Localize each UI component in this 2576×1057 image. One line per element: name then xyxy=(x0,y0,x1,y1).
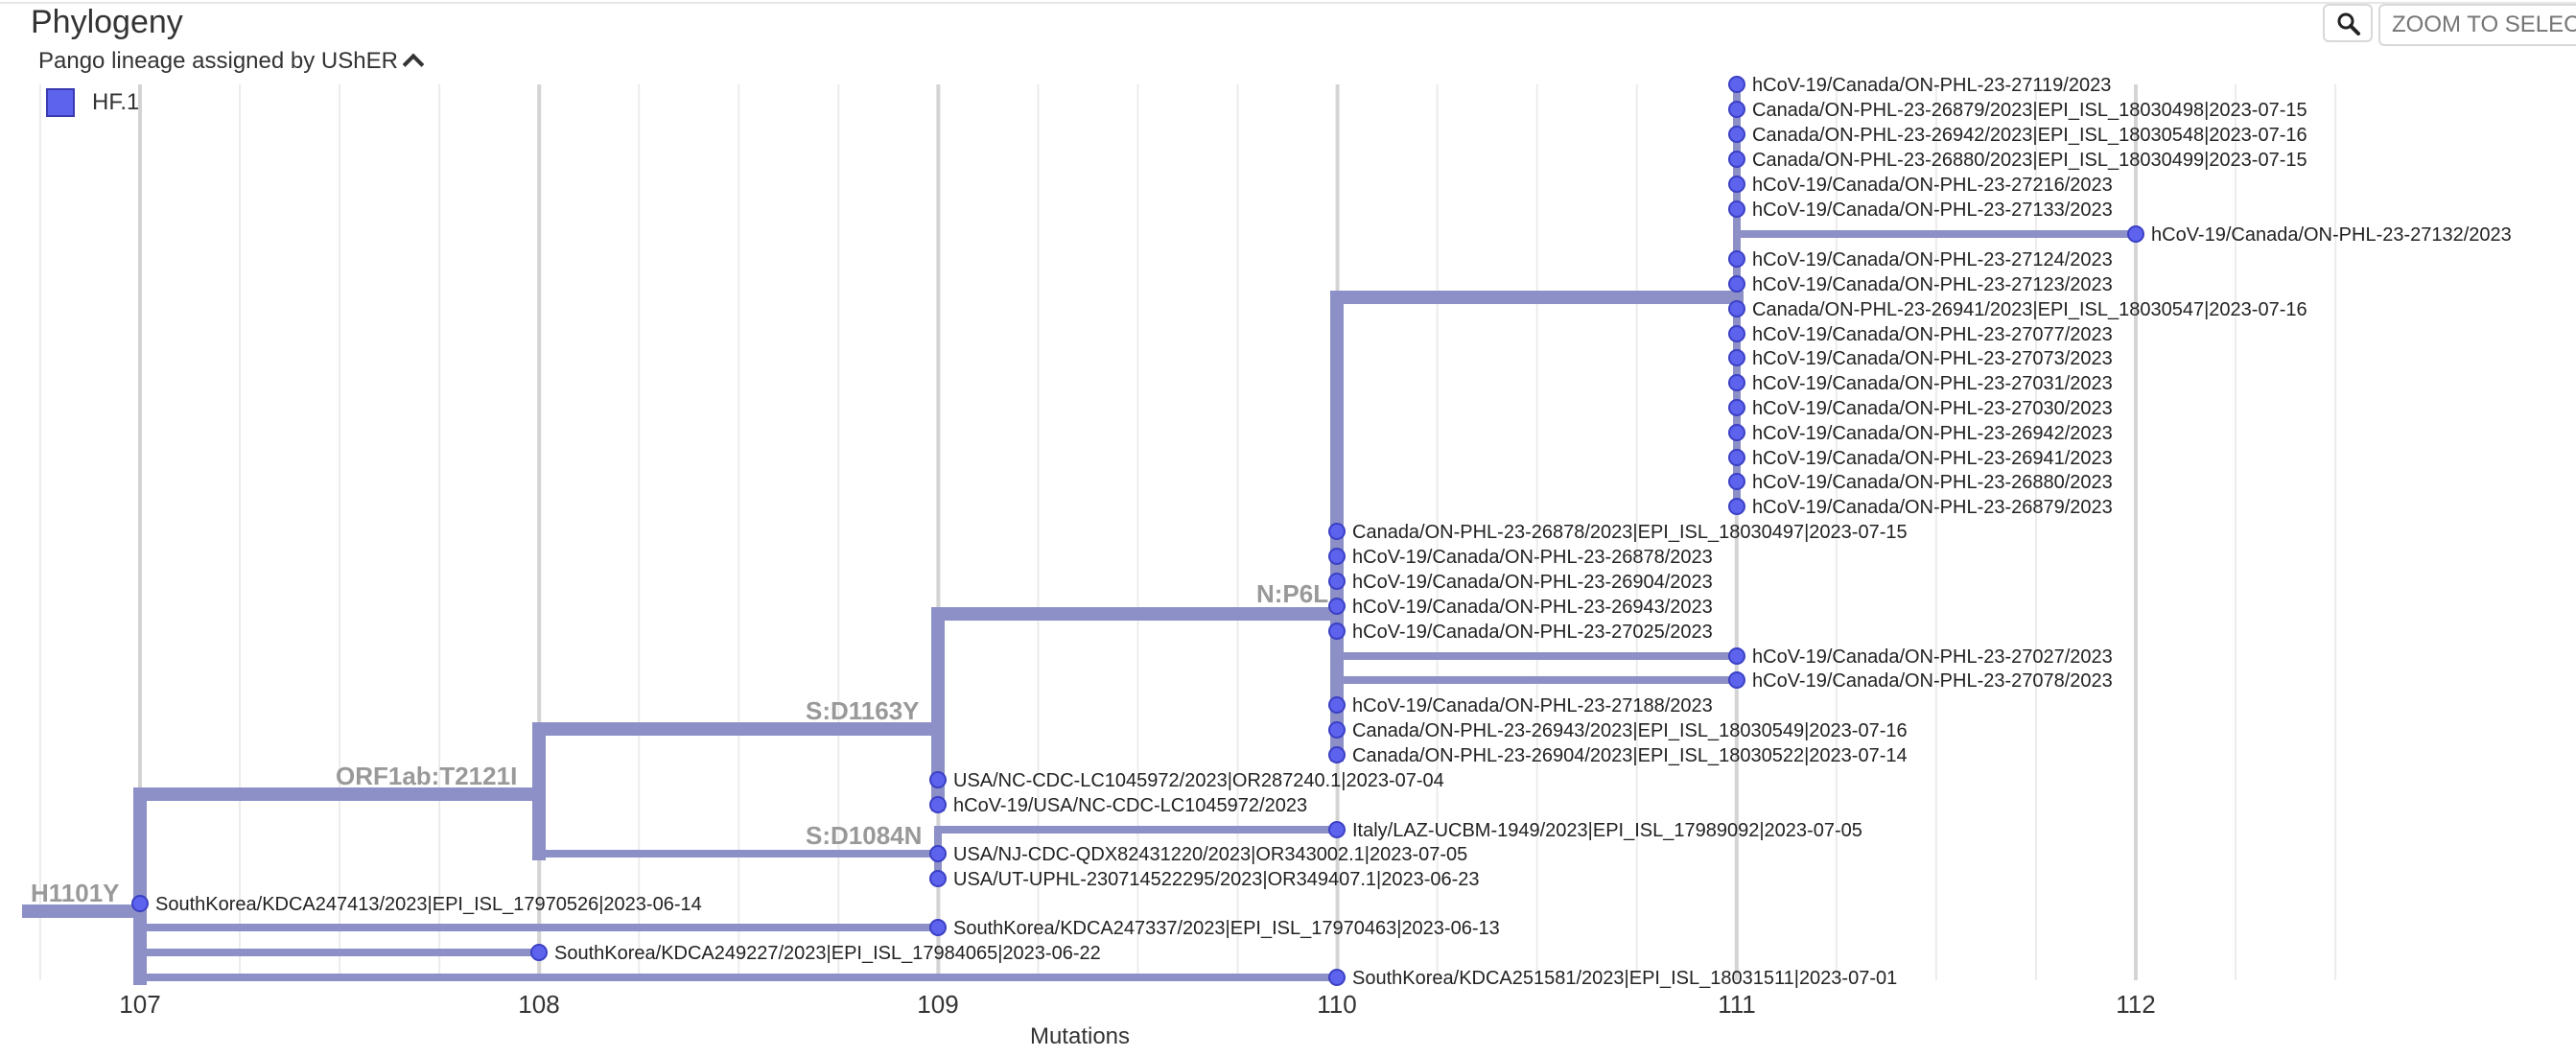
tip-node xyxy=(1728,374,1745,391)
tip-node xyxy=(1328,598,1346,615)
tip-label: SouthKorea/KDCA251581/2023|EPI_ISL_18031… xyxy=(1352,968,1897,989)
tip-label: hCoV-19/Canada/ON-PHL-23-26943/2023 xyxy=(1352,597,1713,618)
tip-node xyxy=(1328,523,1346,540)
legend-label-hf1: HF.1 xyxy=(92,89,140,115)
tip-label: hCoV-19/Canada/ON-PHL-23-26941/2023 xyxy=(1752,448,2113,469)
tip-node xyxy=(1328,622,1346,640)
tip-label: hCoV-19/Canada/ON-PHL-23-27030/2023 xyxy=(1752,398,2113,419)
magnifier-icon xyxy=(2337,12,2360,35)
mutation-label: ORF1ab:T2121I xyxy=(336,762,517,790)
tip-label: hCoV-19/Canada/ON-PHL-23-27073/2023 xyxy=(1752,348,2113,369)
axis-tick-label: 108 xyxy=(518,990,559,1019)
tip-label: Canada/ON-PHL-23-26943/2023|EPI_ISL_1803… xyxy=(1352,720,1908,741)
tip-node xyxy=(2127,225,2144,243)
axis-title: Mutations xyxy=(1030,1023,1130,1049)
tip-node xyxy=(1728,101,1745,118)
tree-nodes: hCoV-19/Canada/ON-PHL-23-27119/2023 Canad… xyxy=(131,75,2512,989)
tip-node xyxy=(1728,76,1745,93)
axis-tick-label: 111 xyxy=(1718,990,1756,1019)
axis-tick-label: 112 xyxy=(2116,990,2155,1019)
tip-label: Italy/LAZ-UCBM-1949/2023|EPI_ISL_1798909… xyxy=(1352,820,1862,841)
tip-node xyxy=(1328,548,1346,565)
tip-label: USA/NJ-CDC-QDX82431220/2023|OR343002.1|2… xyxy=(953,844,1467,865)
tip-node xyxy=(1328,696,1346,714)
tip-label: hCoV-19/Canada/ON-PHL-23-27124/2023 xyxy=(1752,249,2113,270)
tip-node xyxy=(1728,399,1745,416)
tip-label: hCoV-19/Canada/ON-PHL-23-27077/2023 xyxy=(1752,324,2113,345)
tip-node xyxy=(1728,424,1745,441)
tip-label: USA/NC-CDC-LC1045972/2023|OR287240.1|202… xyxy=(953,770,1444,791)
tip-node xyxy=(1728,325,1745,342)
tip-label: hCoV-19/Canada/ON-PHL-23-27119/2023 xyxy=(1752,75,2111,96)
tip-label: SouthKorea/KDCA247337/2023|EPI_ISL_17970… xyxy=(953,918,1500,939)
tip-node xyxy=(131,895,149,912)
tip-label: USA/UT-UPHL-230714522295/2023|OR349407.1… xyxy=(953,869,1480,890)
tip-label: hCoV-19/Canada/ON-PHL-23-27216/2023 xyxy=(1752,175,2113,196)
tip-node xyxy=(1328,721,1346,739)
x-axis: 107 108 109 110 111 112 Mutations xyxy=(119,990,2155,1049)
tip-label: hCoV-19/Canada/ON-PHL-23-27188/2023 xyxy=(1352,695,1713,716)
tip-label: hCoV-19/Canada/ON-PHL-23-27133/2023 xyxy=(1752,200,2113,221)
tip-node xyxy=(1328,573,1346,590)
mutation-label: S:D1084N xyxy=(806,821,922,850)
tip-node xyxy=(1728,300,1745,317)
tip-label: hCoV-19/Canada/ON-PHL-23-26879/2023 xyxy=(1752,497,2113,518)
tip-label: hCoV-19/Canada/ON-PHL-23-27025/2023 xyxy=(1352,622,1713,643)
tip-label: hCoV-19/USA/NC-CDC-LC1045972/2023 xyxy=(953,795,1307,816)
tip-label: hCoV-19/Canada/ON-PHL-23-27132/2023 xyxy=(2151,224,2512,246)
tip-label: hCoV-19/Canada/ON-PHL-23-27078/2023 xyxy=(1752,670,2113,692)
tip-node xyxy=(1728,151,1745,168)
mutation-label: S:D1163Y xyxy=(806,696,920,725)
tip-node xyxy=(1728,671,1745,689)
tip-node xyxy=(929,870,947,887)
tip-label: Canada/ON-PHL-23-26942/2023|EPI_ISL_1803… xyxy=(1752,125,2307,146)
tip-node xyxy=(1728,275,1745,293)
tip-label: Canada/ON-PHL-23-26941/2023|EPI_ISL_1803… xyxy=(1752,299,2307,320)
tip-node xyxy=(1328,821,1346,838)
legend-title[interactable]: Pango lineage assigned by UShER xyxy=(38,48,425,76)
tip-label: hCoV-19/Canada/ON-PHL-23-26880/2023 xyxy=(1752,472,2113,493)
tip-node xyxy=(1728,647,1745,665)
mutation-label: N:P6L xyxy=(1256,579,1328,608)
tip-label: hCoV-19/Canada/ON-PHL-23-26878/2023 xyxy=(1352,547,1713,568)
tip-node xyxy=(929,845,947,862)
tip-node xyxy=(1728,250,1745,268)
tip-node xyxy=(1728,473,1745,490)
tip-label: Canada/ON-PHL-23-26904/2023|EPI_ISL_1803… xyxy=(1352,745,1908,766)
tip-label: hCoV-19/Canada/ON-PHL-23-27027/2023 xyxy=(1752,646,2113,668)
tip-node xyxy=(929,796,947,813)
tip-node xyxy=(1728,200,1745,218)
tip-node xyxy=(929,919,947,936)
tip-label: Canada/ON-PHL-23-26879/2023|EPI_ISL_1803… xyxy=(1752,100,2307,121)
tip-label: SouthKorea/KDCA247413/2023|EPI_ISL_17970… xyxy=(155,894,702,915)
search-button[interactable] xyxy=(2323,4,2373,42)
page-title: Phylogeny xyxy=(31,4,183,40)
legend-title-text: Pango lineage assigned by UShER xyxy=(38,48,398,74)
legend-swatch-hf1[interactable] xyxy=(46,88,75,117)
mutation-label: H1101Y xyxy=(31,879,120,907)
tip-node xyxy=(1728,126,1745,143)
zoom-to-selected-input[interactable] xyxy=(2378,4,2576,46)
mutation-labels: H1101Y ORF1ab:T2121I S:D1163Y N:P6L S:D1084N xyxy=(31,579,1328,907)
tip-label: SouthKorea/KDCA249227/2023|EPI_ISL_17984… xyxy=(554,943,1101,964)
axis-tick-label: 109 xyxy=(917,990,958,1019)
tip-label: Canada/ON-PHL-23-26880/2023|EPI_ISL_1803… xyxy=(1752,150,2307,171)
tip-label: Canada/ON-PHL-23-26878/2023|EPI_ISL_1803… xyxy=(1352,522,1908,543)
top-border xyxy=(0,2,2576,4)
tip-node xyxy=(530,944,548,961)
axis-tick-label: 107 xyxy=(119,990,160,1019)
tip-node xyxy=(1728,498,1745,515)
tip-node xyxy=(1328,969,1346,986)
tip-node xyxy=(1728,449,1745,466)
tip-label: hCoV-19/Canada/ON-PHL-23-26904/2023 xyxy=(1352,572,1713,593)
axis-tick-label: 110 xyxy=(1317,990,1356,1019)
tip-node xyxy=(929,771,947,788)
tip-label: hCoV-19/Canada/ON-PHL-23-27031/2023 xyxy=(1752,373,2113,394)
tip-label: hCoV-19/Canada/ON-PHL-23-27123/2023 xyxy=(1752,274,2113,295)
tip-node xyxy=(1728,176,1745,193)
tip-node xyxy=(1728,349,1745,366)
tip-node xyxy=(1328,746,1346,763)
tip-label: hCoV-19/Canada/ON-PHL-23-26942/2023 xyxy=(1752,423,2113,444)
